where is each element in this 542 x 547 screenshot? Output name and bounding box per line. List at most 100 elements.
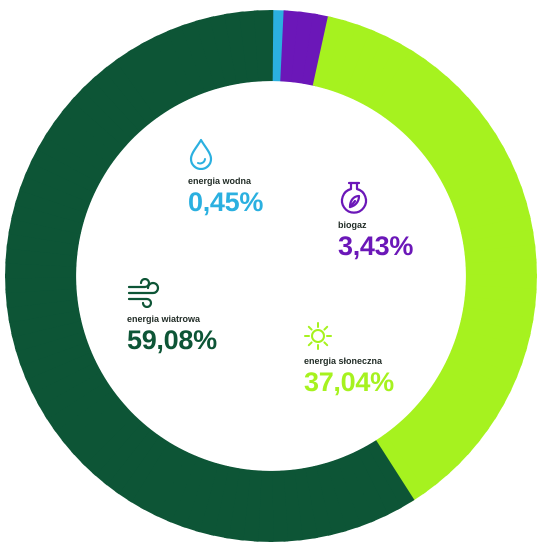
biogas-label: biogaz (338, 220, 367, 230)
ring-tick-wind (115, 49, 169, 118)
ring-tick-sun (407, 86, 471, 148)
ring-tick-sun (344, 29, 389, 102)
ring-tick-wind (312, 462, 347, 536)
ring-tick-sun (465, 258, 537, 279)
ring-tick-sun (399, 412, 461, 476)
ring-tick-wind (363, 440, 415, 510)
ring-tick-wind (323, 459, 362, 533)
ring-tick-wind (302, 465, 333, 539)
ring-tick-wind (8, 307, 82, 338)
ring-tick-wind (140, 35, 188, 107)
ring-tick-sun (382, 427, 439, 495)
ring-tick-wind (30, 359, 102, 407)
ring-tick-wind (52, 387, 120, 444)
ring-tick-wind (11, 317, 85, 352)
ring-tick-wind (24, 158, 97, 203)
ring-tick-wind (127, 440, 179, 510)
ring-tick-sun (354, 35, 402, 107)
ring-tick-sun (429, 378, 498, 432)
ring-tick-wind (44, 378, 113, 432)
ring-tick-wind (127, 42, 179, 112)
water-energy-item: energia wodna 0,45% (188, 138, 263, 217)
ring-tick-wind (24, 349, 97, 394)
ring-tick-wind (14, 185, 88, 224)
ring-tick-wind (19, 338, 92, 380)
ring-tick-wind (5, 273, 77, 294)
ring-tick-sun (422, 108, 490, 165)
wind-energy-item: energia wiatrowa 59,08% (127, 278, 217, 355)
ring-tick-wind (180, 19, 219, 93)
ring-tick-wind (344, 450, 389, 523)
ring-tick-sun (435, 368, 505, 420)
ring-tick-wind (153, 29, 198, 102)
ring-tick-sun (391, 420, 450, 486)
ring-tick-wind (253, 10, 274, 82)
ring-tick-sun (415, 97, 481, 156)
solar-energy-value: 37,04% (304, 367, 394, 397)
ring-tick-sun (382, 57, 439, 125)
sun-icon (304, 322, 332, 350)
ring-tick-sun (445, 349, 518, 394)
ring-tick-sun (435, 132, 505, 184)
wind-icon (127, 278, 160, 308)
ring-tick-sun (323, 19, 362, 93)
ring-tick-wind (37, 368, 107, 420)
ring-tick-wind (354, 445, 402, 517)
ring-tick-sun (450, 172, 523, 214)
ring-tick-sun (457, 317, 531, 352)
ring-tick-wind (44, 120, 113, 174)
ring-tick-wind (61, 396, 127, 455)
ring-tick-sun (454, 328, 528, 367)
solar-energy-item: energia słoneczna 37,04% (304, 322, 394, 397)
ring-tick-wind (11, 200, 85, 235)
ring-tick-sun (373, 49, 427, 118)
ring-tick-wind (19, 172, 92, 214)
ring-tick-sun (429, 120, 498, 174)
water-energy-label: energia wodna (188, 176, 252, 186)
ring-tick-sun (454, 185, 528, 224)
ring-tick-wind (103, 57, 160, 125)
ring-tick-sun (457, 200, 531, 235)
ring-tick-wind (14, 328, 88, 367)
wind-energy-label: energia wiatrowa (127, 314, 201, 324)
biogas-item: biogaz 3,43% (338, 180, 413, 261)
ring-tick-sun (312, 16, 347, 90)
biogas-value: 3,43% (338, 231, 414, 261)
ring-tick-sun (440, 145, 512, 193)
ring-tick-sun (440, 359, 512, 407)
ring-tick-sun (399, 76, 461, 140)
ring-tick-wind (153, 450, 198, 523)
ring-tick-wind (81, 412, 143, 476)
ring-tick-wind (71, 404, 135, 466)
ring-tick-sun (415, 396, 481, 455)
ring-tick-sun (373, 434, 427, 503)
ring-tick-sun (407, 404, 471, 466)
ring-tick-wind (71, 86, 135, 148)
ring-tick-wind (92, 420, 151, 486)
ring-tick-sun (363, 42, 415, 112)
ring-tick-wind (61, 97, 127, 156)
ring-tick-wind (103, 427, 160, 495)
ring-tick-wind (37, 132, 107, 184)
ring-tick-wind (115, 434, 169, 503)
ring-tick-wind (209, 13, 240, 87)
ring-tick-wind (195, 462, 230, 536)
ring-tick-wind (81, 76, 143, 140)
ring-tick-wind (180, 459, 219, 533)
ring-tick-wind (167, 24, 209, 97)
ring-tick-wind (195, 16, 230, 90)
ring-tick-sun (422, 387, 490, 444)
ring-tick-sun (391, 66, 450, 132)
ring-tick-wind (140, 445, 188, 517)
ring-tick-wind (30, 145, 102, 193)
ring-tick-wind (268, 470, 289, 542)
biogas-flask-icon (340, 181, 368, 214)
water-drop-icon (189, 138, 213, 170)
ring-tick-sun (333, 24, 375, 97)
ring-tick-sun (460, 214, 534, 245)
ring-tick-wind (167, 455, 209, 528)
ring-tick-sun (450, 338, 523, 380)
wind-energy-value: 59,08% (127, 325, 217, 355)
water-energy-value: 0,45% (188, 187, 264, 217)
ring-tick-wind (92, 66, 151, 132)
